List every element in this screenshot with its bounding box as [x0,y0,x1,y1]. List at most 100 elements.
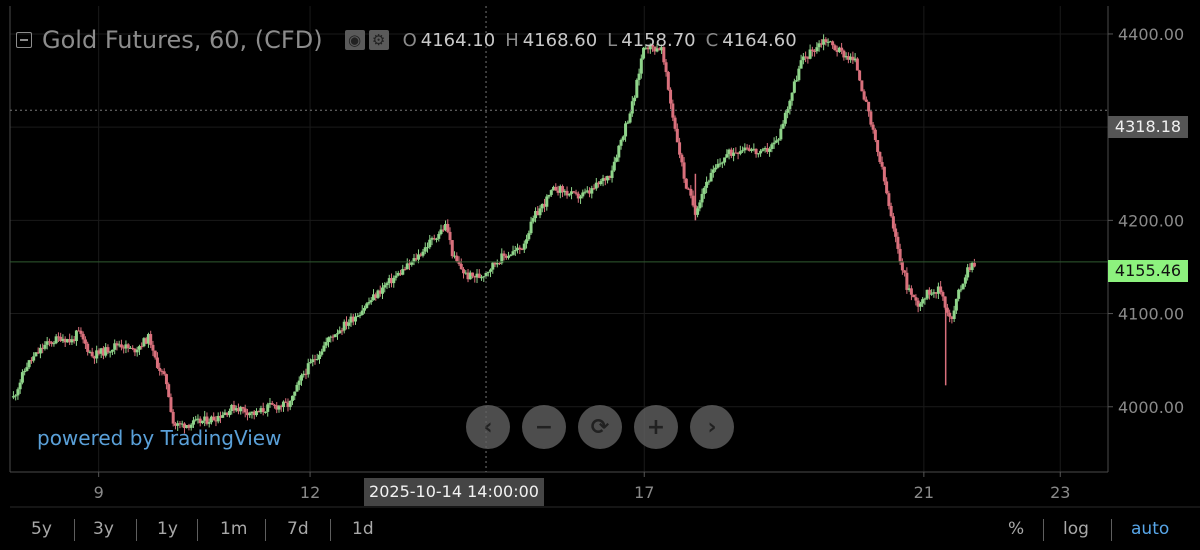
candle-body [140,346,144,348]
candle-body [281,401,285,408]
scale-auto-button[interactable]: auto [1131,519,1170,539]
candle-body [432,238,436,240]
zoom-out-button[interactable]: − [522,405,566,449]
candle-body [270,403,274,405]
ohlc-high: H 4168.60 [505,29,598,51]
candle-body [173,423,177,426]
candle-body [914,297,918,301]
candle-body [615,157,619,162]
candle-body [196,418,200,420]
scroll-right-button[interactable]: › [690,405,734,449]
candle-body [752,148,756,150]
collapse-icon[interactable] [16,32,32,48]
candle-body [635,79,639,98]
candle-body [759,150,763,154]
y-tick-label: 4000.00 [1118,398,1184,417]
candle-body [889,205,893,217]
candle-body [122,347,126,349]
candle-body [176,423,180,426]
candle-body [963,277,967,284]
candle-body [871,124,875,130]
candle-body [689,188,693,196]
candle-body [828,41,832,43]
candle-body [660,47,664,51]
scale-percent-button[interactable]: % [1008,519,1025,539]
range-3y-button[interactable]: 3y [93,519,114,539]
range-toolbar: 5y 3y 1y 1m 7d 1d % log auto [0,507,1200,550]
candle-body [858,70,862,81]
candle-body [106,347,110,353]
candle-body [414,258,418,260]
eye-icon[interactable]: ◉ [344,30,365,50]
candle-body [837,47,841,52]
zoom-in-button[interactable]: + [634,405,678,449]
candle-body [885,181,889,194]
candle-body [606,175,610,181]
candle-body [358,314,362,316]
candle-body [338,330,342,334]
candle-body [284,401,288,403]
candle-body [709,172,713,182]
candle-body [387,278,391,284]
candle-body [315,359,319,361]
reset-button[interactable]: ⟳ [578,405,622,449]
candle-body [480,277,484,279]
separator [1043,519,1044,541]
candle-body [18,382,22,390]
chevron-right-icon: › [707,414,717,440]
x-tick-label: 12 [300,483,320,502]
candle-body [205,416,209,424]
candle-body [158,367,162,371]
range-1d-button[interactable]: 1d [352,519,374,539]
range-1y-button[interactable]: 1y [157,519,178,539]
candle-body [621,136,625,140]
candle-body [617,145,621,158]
candle-body [630,101,634,114]
candle-body [594,182,598,189]
candle-body [563,190,567,193]
candle-body [930,293,934,295]
candle-body [723,157,727,163]
range-5y-button[interactable]: 5y [31,519,52,539]
candle-body [529,221,533,234]
candle-body [808,49,812,59]
candle-body [455,255,459,262]
scroll-left-button[interactable]: ‹ [466,405,510,449]
candle-body [297,380,301,385]
gear-icon[interactable]: ⚙ [368,30,389,50]
candle-body [308,362,312,364]
candle-body [214,420,218,422]
tradingview-watermark[interactable]: powered by TradingView [37,426,282,450]
range-1m-button[interactable]: 1m [220,519,248,539]
candle-body [396,272,400,276]
candle-body [736,153,740,155]
range-7d-button[interactable]: 7d [287,519,309,539]
candle-body [63,338,67,343]
candle-body [970,262,974,270]
candle-body [203,416,207,421]
candle-body [486,271,490,273]
candle-body [43,344,47,349]
candle-body [144,338,148,344]
candle-body [961,283,965,290]
candle-body [437,234,441,239]
candle-body [36,352,40,354]
candle-body [90,351,94,357]
candle-body [34,352,38,357]
candle-body [655,48,659,52]
candle-body [239,406,243,412]
candle-body [797,68,801,81]
candle-body [878,151,882,163]
candle-body [227,410,231,416]
scale-log-button[interactable]: log [1063,519,1089,539]
candle-body [288,400,292,407]
candle-body [583,191,587,193]
candle-body [646,47,650,50]
candle-body [653,46,657,52]
x-tick-label: 17 [634,483,654,502]
candle-body [371,294,375,301]
candle-body [266,404,270,412]
candle-body [849,56,853,60]
candle-body [344,321,348,326]
